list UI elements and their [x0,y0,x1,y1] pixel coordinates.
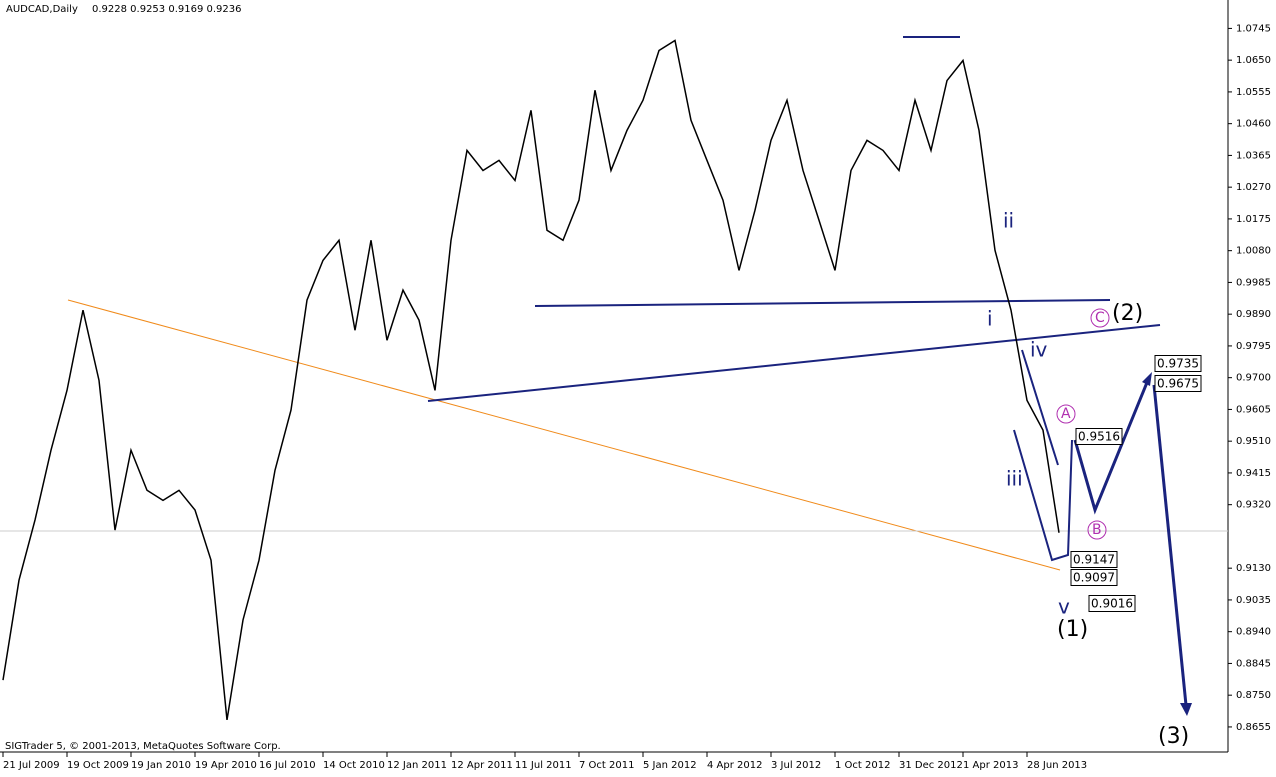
wave-label: C [1095,310,1105,326]
wave-line [1013,429,1073,562]
y-tick-label: 0.9700 [1236,373,1271,384]
x-tick-label: 28 Jun 2013 [1027,760,1087,771]
y-tick-label: 0.9985 [1236,277,1271,288]
trend-line [427,324,1161,402]
chart-title: AUDCAD,Daily [6,4,78,15]
y-tick-label: 1.0270 [1236,182,1271,193]
y-tick-label: 0.9605 [1236,404,1271,415]
x-tick-label: 12 Apr 2011 [451,760,513,771]
arrow-head [1142,372,1152,386]
projection [1073,379,1150,515]
y-tick-label: 0.8940 [1236,627,1271,638]
y-tick-label: 0.9035 [1236,595,1271,606]
x-tick-label: 31 Dec 2012 [899,760,963,771]
y-tick-label: 0.8845 [1236,658,1271,669]
x-tick-label: 1 Apr 2013 [963,760,1018,771]
price-label: 0.9097 [1073,571,1115,585]
x-tick-label: 19 Apr 2010 [195,760,257,771]
x-tick-label: 12 Jan 2011 [387,760,447,771]
arrow-head [1180,703,1192,716]
price-line-series [2,39,1060,721]
y-tick-label: 1.0080 [1236,246,1271,257]
y-tick-label: 1.0460 [1236,119,1271,130]
y-tick-label: 0.9890 [1236,309,1271,320]
price-label: 0.9016 [1091,597,1133,611]
wave-label: B [1092,522,1102,538]
label-box [1075,428,1123,445]
x-tick-label: 1 Oct 2012 [835,760,890,771]
label-box [1154,375,1202,392]
y-tick-label: 1.0555 [1236,87,1271,98]
y-tick-label: 0.8655 [1236,722,1271,733]
wave-label: i [987,307,993,331]
y-tick-label: 1.0365 [1236,150,1271,161]
wave-label: (3) [1158,724,1189,749]
circle-marker [1090,308,1110,328]
label-box [1088,595,1136,612]
price-label: 0.9147 [1073,553,1115,567]
x-tick-label: 19 Oct 2009 [67,760,129,771]
y-tick-label: 0.9320 [1236,500,1271,511]
x-tick-label: 16 Jul 2010 [259,760,316,771]
wave-label: iv [1030,338,1048,362]
x-tick-label: 3 Jul 2012 [771,760,821,771]
circle-marker [1087,520,1107,540]
x-tick-label: 5 Jan 2012 [643,760,697,771]
trend-line [67,299,1061,571]
price-label: 0.9516 [1078,430,1120,444]
drawings [0,36,1228,716]
y-tick-label: 1.0650 [1236,55,1271,66]
wave-label: (2) [1112,301,1143,326]
x-tick-label: 4 Apr 2012 [707,760,762,771]
x-tick-label: 19 Jan 2010 [131,760,191,771]
price-label: 0.9735 [1157,357,1199,371]
trend-line [534,299,1111,307]
y-tick-label: 1.0745 [1236,23,1271,34]
y-tick-label: 0.9130 [1236,563,1271,574]
x-tick-label: 14 Oct 2010 [323,760,385,771]
x-tick-label: 7 Oct 2011 [579,760,634,771]
x-tick-label: 11 Jul 2011 [515,760,572,771]
quote: 0.9228 0.9253 0.9169 0.9236 [92,4,242,15]
wave-label: A [1061,406,1071,422]
y-tick-label: 0.9795 [1236,341,1271,352]
wave-label: ii [1003,209,1014,233]
y-tick-label: 0.9415 [1236,468,1271,479]
wave-label: iii [1006,467,1023,491]
wave-line [1021,349,1059,466]
projection [1152,384,1188,706]
label-box [1154,355,1202,372]
circle-marker [1056,404,1076,424]
y-tick-label: 0.8750 [1236,690,1271,701]
footer: SIGTrader 5, © 2001-2013, MetaQuotes Sof… [5,741,281,752]
label-box [1070,569,1118,586]
wave-label: v [1058,595,1070,619]
price-label: 0.9675 [1157,377,1199,391]
y-tick-label: 1.0175 [1236,214,1271,225]
wave-label: (1) [1057,617,1088,642]
x-tick-label: 21 Jul 2009 [3,760,60,771]
y-tick-label: 0.9510 [1236,436,1271,447]
label-box [1070,551,1118,568]
